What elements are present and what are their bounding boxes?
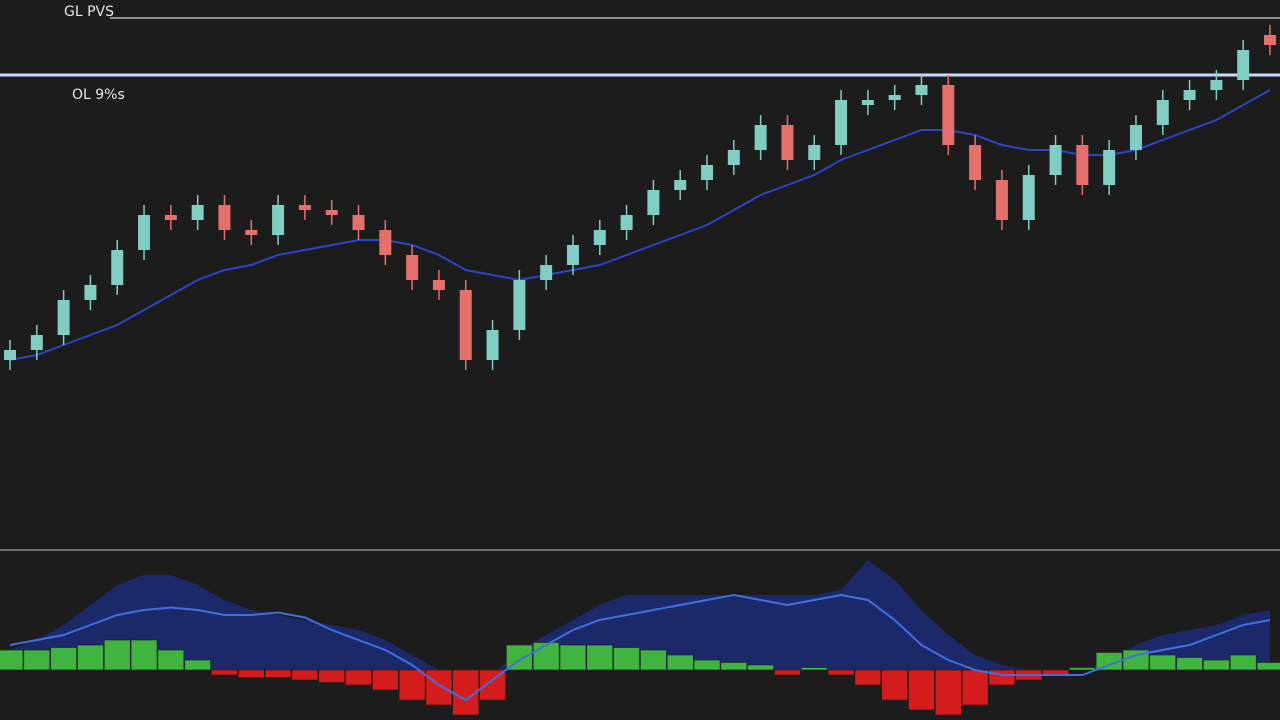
- histogram-bar: [237, 669, 265, 678]
- candle-body: [620, 215, 633, 230]
- histogram-bar: [559, 644, 587, 671]
- histogram-bar: [398, 669, 426, 701]
- candle-body: [459, 290, 472, 360]
- histogram-bar: [291, 669, 319, 681]
- candle-body: [298, 205, 311, 210]
- histogram-bar: [934, 669, 962, 716]
- candle-body: [1129, 125, 1142, 150]
- histogram-bar: [157, 649, 185, 671]
- histogram-bar: [479, 669, 506, 701]
- candle-body: [647, 190, 660, 215]
- histogram-bar: [1069, 667, 1096, 671]
- candle-body: [540, 265, 553, 280]
- histogram-bar: [961, 669, 989, 706]
- histogram-bar: [77, 644, 104, 671]
- histogram-bar: [640, 649, 667, 671]
- candle-body: [808, 145, 821, 160]
- candle-body: [218, 205, 231, 230]
- candle-body: [30, 335, 43, 350]
- histogram-bar: [103, 639, 131, 671]
- histogram-bar: [532, 642, 560, 671]
- candle-body: [727, 150, 740, 165]
- histogram-bar: [988, 669, 1016, 686]
- candle-body: [566, 245, 579, 265]
- level-label: GL PVS: [64, 4, 114, 20]
- candle-body: [1237, 50, 1250, 80]
- histogram-bar: [1176, 657, 1203, 671]
- histogram-bar: [184, 659, 211, 671]
- candle-body: [674, 180, 687, 190]
- candle-body: [1022, 175, 1035, 220]
- candle-body: [111, 250, 124, 285]
- macd-line: [9, 593, 1271, 702]
- histogram-bar: [693, 659, 721, 671]
- histogram-bar: [130, 639, 158, 671]
- histogram-bar: [666, 654, 694, 671]
- candle-body: [701, 165, 714, 180]
- candle-body: [1076, 145, 1089, 185]
- candle-body: [191, 205, 204, 220]
- candle-body: [1210, 80, 1223, 90]
- candle-body: [272, 205, 285, 235]
- histogram-bar: [774, 669, 801, 676]
- candle-body: [942, 85, 955, 145]
- histogram-bar: [881, 669, 908, 701]
- candle-body: [513, 280, 526, 330]
- histogram-bar: [1095, 652, 1123, 671]
- histogram-bar: [372, 669, 399, 691]
- candle-body: [888, 95, 901, 100]
- candle-body: [325, 210, 338, 215]
- candle-body: [432, 280, 445, 290]
- histogram-bar: [264, 669, 292, 678]
- candle-body: [995, 180, 1008, 220]
- candle-body: [352, 215, 365, 230]
- candle-body: [84, 285, 97, 300]
- candle-body: [4, 350, 16, 360]
- candle-body: [406, 255, 419, 280]
- histogram-bar: [586, 644, 614, 671]
- histogram-bar: [1149, 654, 1177, 671]
- histogram-bar: [1256, 662, 1280, 671]
- histogram-bar: [318, 669, 346, 683]
- histogram-bar: [345, 669, 372, 686]
- candle-body: [1049, 145, 1062, 175]
- histogram-bar: [720, 662, 748, 671]
- candle-body: [861, 100, 874, 105]
- histogram-bar: [50, 647, 77, 671]
- candle-body: [593, 230, 606, 245]
- histogram-bar: [613, 647, 640, 671]
- candle-body: [245, 230, 258, 235]
- candle-body: [969, 145, 982, 180]
- histogram-bar: [908, 669, 935, 711]
- candle-body: [486, 330, 499, 360]
- candle-body: [379, 230, 392, 255]
- signal-area: [10, 560, 1270, 690]
- candle-body: [915, 85, 928, 95]
- candle-body: [754, 125, 767, 150]
- candle-body: [138, 215, 151, 250]
- candle-body: [57, 300, 70, 335]
- level-label: OL 9%s: [72, 87, 125, 103]
- histogram-bar: [747, 664, 774, 671]
- histogram-bar: [800, 667, 828, 671]
- histogram-bar: [854, 669, 882, 686]
- histogram-bar: [425, 669, 453, 706]
- candle-body: [781, 125, 794, 160]
- candle-body: [1156, 100, 1169, 125]
- histogram-bar: [1229, 654, 1257, 671]
- candle-body: [1103, 150, 1116, 185]
- candle-body: [1264, 35, 1276, 45]
- candle-body: [1183, 90, 1196, 100]
- histogram-bar: [1203, 659, 1230, 671]
- histogram-bar: [23, 649, 51, 671]
- histogram-bar: [827, 669, 855, 676]
- histogram-bar: [211, 669, 238, 676]
- histogram-bar: [0, 649, 24, 671]
- candle-body: [835, 100, 848, 145]
- candle-body: [164, 215, 177, 220]
